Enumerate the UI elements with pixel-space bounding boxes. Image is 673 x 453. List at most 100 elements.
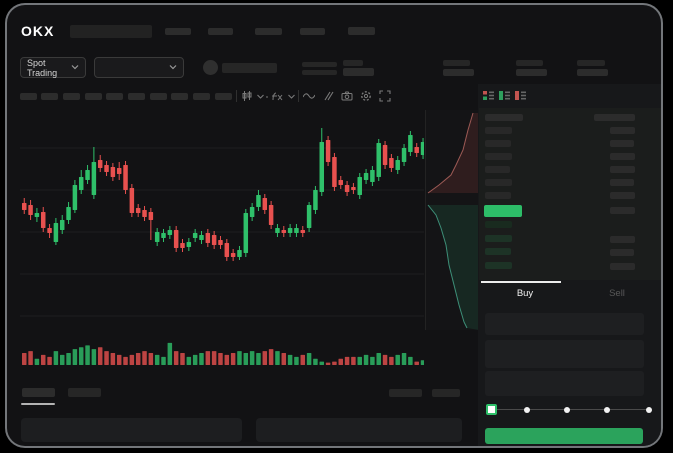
fullscreen-icon[interactable] (379, 90, 391, 102)
stat2-value-placeholder (516, 69, 547, 76)
nav-item-5[interactable] (348, 27, 375, 35)
timeframe-button-6[interactable] (128, 93, 145, 100)
book-header-price (485, 114, 523, 121)
ticker-mini-row-2 (302, 70, 337, 75)
orderbook-view-asks-icon[interactable] (515, 90, 526, 101)
depth-chart[interactable] (426, 110, 479, 330)
line-tool-icon[interactable] (303, 90, 315, 102)
bottom-tab-2[interactable] (68, 388, 101, 397)
ask-price-bar (485, 192, 511, 199)
timeframe-button-7[interactable] (150, 93, 167, 100)
book-header-amount (594, 114, 635, 121)
bid-price-bar (485, 235, 512, 242)
app-window: OKX Spot Trading (7, 5, 661, 446)
stat1-value-placeholder (443, 69, 474, 76)
coin-avatar (203, 60, 218, 75)
ask-price-bar (485, 179, 512, 186)
slider-stop-4[interactable] (646, 406, 652, 413)
timeframe-button-9[interactable] (193, 93, 210, 100)
ask-amount-bar (610, 140, 634, 147)
nav-item-4[interactable] (300, 28, 325, 35)
okx-logo: OKX (21, 23, 55, 39)
amount-slider[interactable] (486, 404, 652, 416)
last-price-value-placeholder (343, 68, 374, 76)
ask-price-bar (485, 140, 511, 147)
amount-field[interactable] (485, 371, 644, 396)
stat3-label-placeholder (577, 60, 605, 66)
slider-stop-3[interactable] (604, 406, 610, 413)
bid-amount-bar (610, 236, 635, 243)
slider-track[interactable] (491, 409, 651, 410)
orderbook-view-both-icon[interactable] (483, 90, 494, 101)
chevron-down-icon[interactable] (287, 92, 299, 104)
timeframe-button-4[interactable] (85, 93, 102, 100)
last-price-amount-bar (610, 207, 635, 214)
bid-price-bar (485, 262, 512, 269)
ask-amount-bar (610, 166, 635, 173)
slider-stop-1[interactable] (524, 406, 530, 413)
ask-amount-bar (610, 153, 635, 160)
ask-amount-bar (610, 127, 635, 134)
toolbar-divider (298, 90, 299, 102)
tab-buy[interactable]: Buy (516, 288, 534, 299)
ticker-mini-row-1 (302, 62, 337, 67)
stat2-label-placeholder (516, 60, 543, 66)
candlestick-chart[interactable] (20, 108, 424, 378)
coin-name-placeholder (222, 63, 277, 73)
toolbar-divider (236, 90, 237, 102)
device-frame: OKX Spot Trading (5, 3, 663, 448)
market-type-label: Spot Trading (27, 57, 58, 78)
camera-icon[interactable] (341, 90, 353, 102)
last-price-bar (484, 205, 522, 217)
ask-price-bar (485, 153, 512, 160)
buy-submit-button[interactable] (485, 428, 643, 444)
timeframe-button-10[interactable] (215, 93, 232, 100)
depth-chart-panel (425, 110, 479, 330)
settings-gear-icon[interactable] (360, 90, 372, 102)
timeframe-button-2[interactable] (41, 93, 58, 100)
nav-item-2[interactable] (208, 28, 233, 35)
chevron-down-icon (71, 63, 79, 73)
timeframe-button-8[interactable] (171, 93, 188, 100)
active-tab-indicator (481, 281, 561, 283)
order-type-field[interactable] (485, 313, 644, 335)
timeframe-button-1[interactable] (20, 93, 37, 100)
bottom-tab-1[interactable] (22, 388, 55, 397)
chevron-down-icon (169, 63, 177, 73)
order-book[interactable] (479, 108, 661, 280)
ask-amount-bar (610, 179, 634, 186)
stat3-value-placeholder (577, 69, 608, 76)
ask-price-bar (485, 127, 512, 134)
tab-sell[interactable]: Sell (609, 288, 625, 299)
orders-table-placeholder (21, 418, 242, 442)
orderbook-view-bids-icon[interactable] (499, 90, 510, 101)
ask-price-bar (485, 166, 510, 173)
bid-amount-bar (610, 263, 635, 270)
draw-tools-icon[interactable] (322, 90, 334, 102)
chevron-down-icon[interactable] (256, 92, 268, 104)
slider-handle[interactable] (486, 404, 497, 415)
bid-price-bar (485, 248, 511, 255)
last-price-label-placeholder (343, 60, 363, 66)
nav-item-1[interactable] (165, 28, 191, 35)
bottom-action-2[interactable] (432, 389, 460, 397)
timeframe-button-5[interactable] (106, 93, 123, 100)
pair-selector-dropdown[interactable] (94, 57, 184, 78)
bid-price-bar (485, 221, 512, 228)
bid-amount-bar (610, 249, 634, 256)
toolbar-dot-divider (266, 96, 268, 98)
bottom-active-tab-underline (21, 403, 55, 405)
ask-amount-bar (610, 192, 635, 199)
market-type-selector[interactable]: Spot Trading (20, 57, 86, 78)
price-field[interactable] (485, 340, 644, 368)
candle-style-icon[interactable] (241, 90, 253, 102)
timeframe-button-3[interactable] (63, 93, 80, 100)
orders-table-placeholder-2 (256, 418, 462, 442)
slider-stop-2[interactable] (564, 406, 570, 413)
nav-item-3[interactable] (255, 28, 282, 35)
bottom-action-1[interactable] (389, 389, 422, 397)
pair-title-placeholder (70, 25, 152, 38)
indicators-icon[interactable] (271, 90, 283, 102)
stat1-label-placeholder (443, 60, 470, 66)
